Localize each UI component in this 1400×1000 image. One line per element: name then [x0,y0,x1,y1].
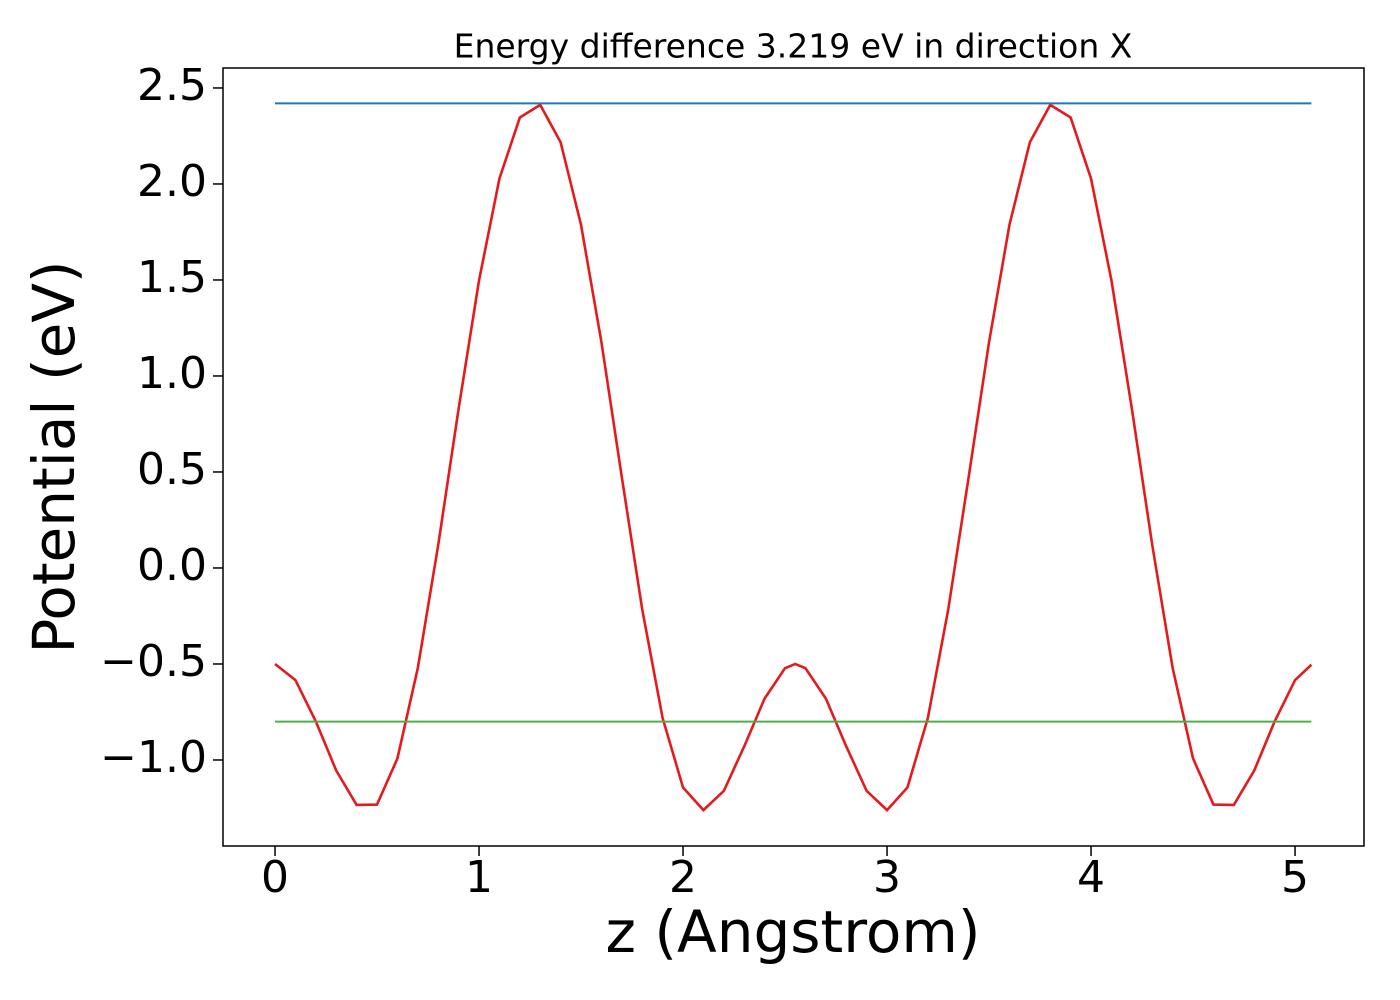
y-tick-label: 2.5 [137,60,207,111]
y-tick-label: 1.5 [137,252,207,303]
chart-title: Energy difference 3.219 eV in direction … [454,27,1133,66]
x-tick-label: 3 [873,852,901,903]
y-tick-label: 2.0 [137,156,207,207]
x-tick-label: 0 [261,852,289,903]
line [274,103,1313,812]
x-tick-label: 2 [669,852,697,903]
plot-frame [222,67,1365,847]
x-tick-label: 1 [465,852,493,903]
x-tick-label: 4 [1077,852,1105,903]
y-axis-label: Potential (eV) [20,260,88,653]
x-axis-label: z (Angstrom) [606,898,981,966]
y-tick-label: 1.0 [137,348,207,399]
y-tick-label: −0.5 [100,636,207,687]
x-tick-label: 5 [1281,852,1309,903]
y-tick-label: 0.5 [137,444,207,495]
y-tick-label: −1.0 [100,732,207,783]
y-tick-label: 0.0 [137,540,207,591]
